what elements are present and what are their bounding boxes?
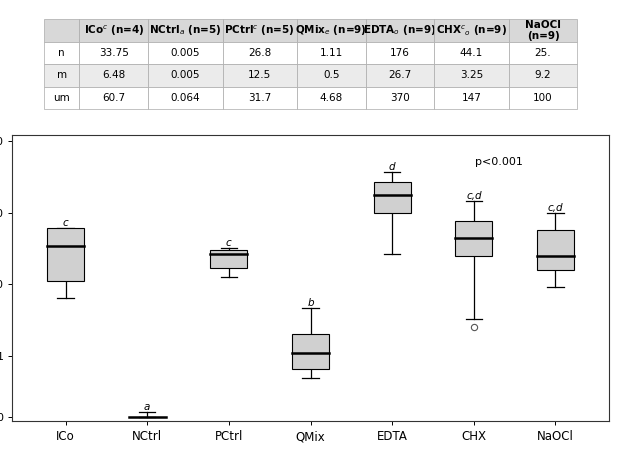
Text: c,d: c,d xyxy=(548,202,563,213)
Bar xyxy=(292,334,329,370)
Text: d: d xyxy=(389,162,396,172)
Text: c: c xyxy=(226,238,232,248)
Text: a: a xyxy=(144,402,150,412)
Bar xyxy=(47,228,84,281)
Text: b: b xyxy=(307,298,314,308)
Bar xyxy=(537,230,574,270)
Bar xyxy=(211,250,247,268)
Text: c: c xyxy=(63,218,68,228)
Bar xyxy=(455,222,492,256)
Bar xyxy=(374,181,410,213)
Text: c,d: c,d xyxy=(466,191,482,201)
Text: p<0.001: p<0.001 xyxy=(475,158,523,167)
